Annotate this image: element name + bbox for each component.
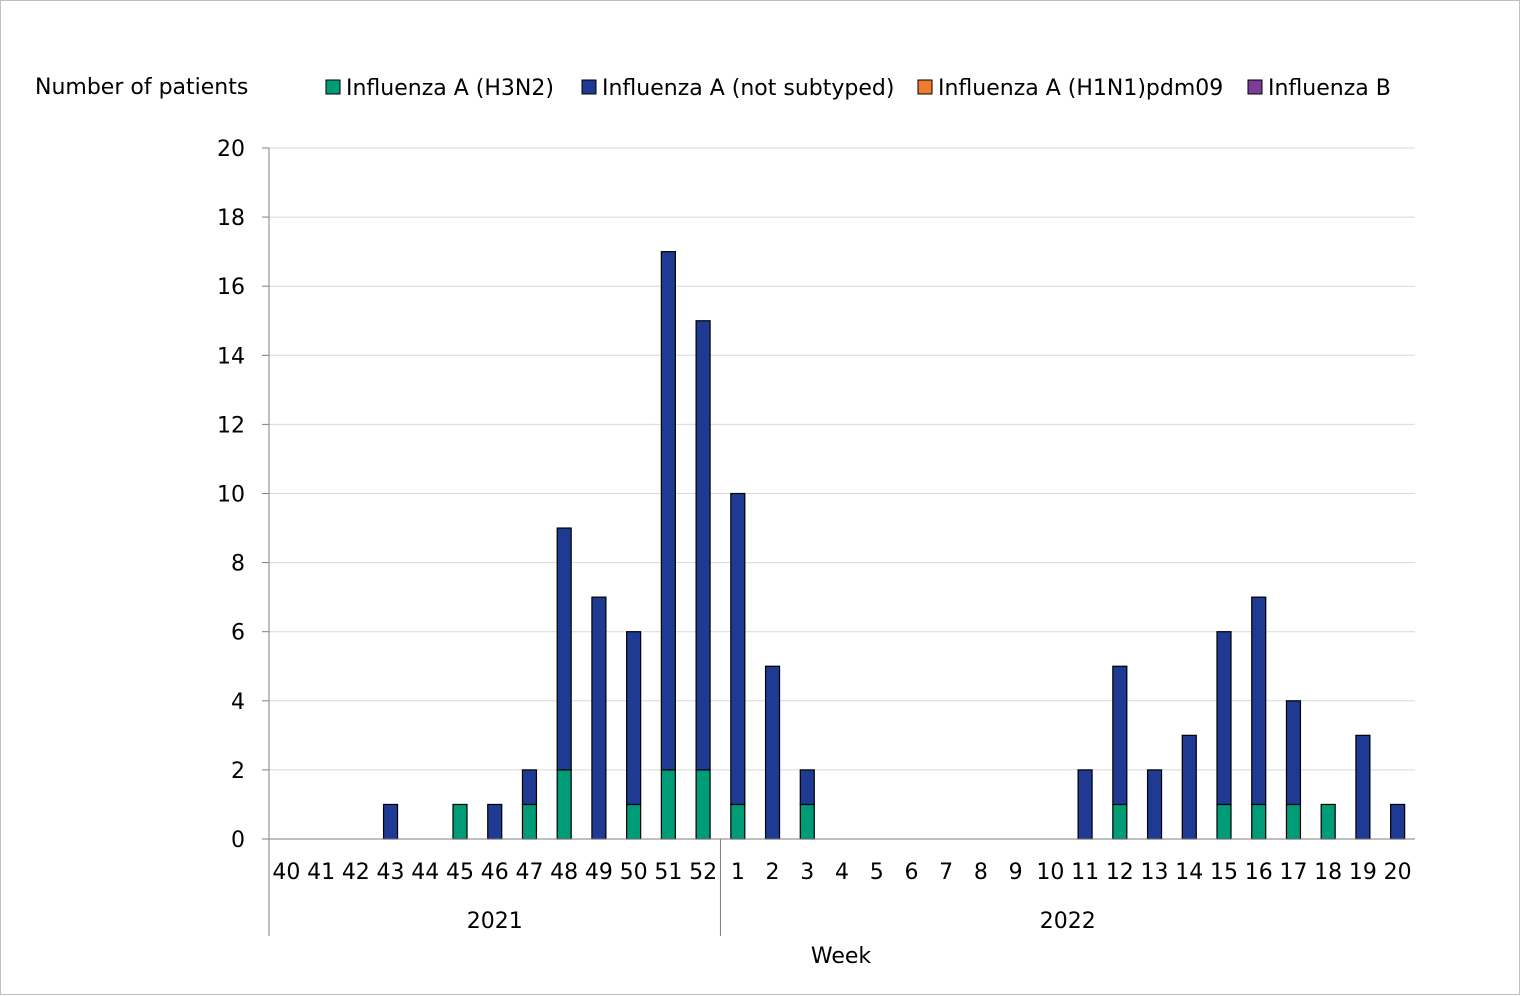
bar-segment bbox=[556, 769, 572, 840]
y-tick-label: 8 bbox=[231, 552, 245, 577]
x-tick-label: 10 bbox=[1036, 860, 1064, 885]
bar-segment bbox=[626, 803, 642, 840]
axes bbox=[268, 148, 1415, 936]
bar-segment bbox=[521, 803, 538, 840]
legend-swatch bbox=[1247, 79, 1263, 95]
x-tick-label: 47 bbox=[515, 860, 543, 885]
x-tick-label: 9 bbox=[1009, 860, 1023, 885]
bar-segment bbox=[1112, 665, 1128, 806]
bar-segment bbox=[1355, 734, 1371, 840]
legend-label: Influenza B bbox=[1268, 76, 1391, 101]
x-tick-label: 46 bbox=[481, 860, 509, 885]
y-axis-label: Number of patients bbox=[35, 75, 248, 100]
bar-segment bbox=[1285, 700, 1302, 806]
x-tick-label: 2 bbox=[766, 860, 780, 885]
bar-segment bbox=[730, 492, 746, 806]
x-tick-label: 43 bbox=[377, 860, 405, 885]
bar-segment bbox=[487, 803, 503, 840]
x-tick-label: 6 bbox=[904, 860, 918, 885]
x-tick-label: 16 bbox=[1245, 860, 1273, 885]
bar-segment bbox=[556, 527, 572, 771]
x-tick-label: 51 bbox=[654, 860, 682, 885]
bar-segment bbox=[1146, 769, 1163, 840]
x-axis-label: Week bbox=[811, 944, 872, 969]
bar-segment bbox=[1320, 803, 1336, 840]
x-tick-label: 48 bbox=[550, 860, 578, 885]
x-tick-label: 1 bbox=[731, 860, 745, 885]
y-tick-label: 2 bbox=[231, 759, 245, 784]
y-axis-ticks: 0 2 4 6 8 10 12 14 16 18 20 bbox=[217, 137, 269, 853]
y-tick-label: 6 bbox=[231, 621, 245, 646]
x-tick-label: 8 bbox=[974, 860, 988, 885]
bar-segment bbox=[799, 803, 815, 840]
x-tick-label: 40 bbox=[272, 860, 300, 885]
legend: Influenza A (H3N2) Influenza A (not subty… bbox=[325, 76, 1391, 101]
y-tick-label: 18 bbox=[217, 206, 245, 231]
legend-label: Influenza A (not subtyped) bbox=[602, 76, 894, 101]
y-tick-label: 14 bbox=[217, 344, 245, 369]
x-tick-label: 13 bbox=[1141, 860, 1169, 885]
bar-segment bbox=[730, 803, 746, 840]
y-tick-label: 16 bbox=[217, 275, 245, 300]
bar-segment bbox=[521, 769, 538, 806]
bar-segment bbox=[1181, 734, 1197, 840]
x-tick-label: 17 bbox=[1279, 860, 1307, 885]
bar-segment bbox=[382, 803, 399, 840]
gridlines bbox=[269, 147, 1415, 771]
x-axis-ticks: 40 41 42 43 44 45 46 47 48 49 50 51 52 1 2 3 4 5 6 7 8 9 10 11 1… bbox=[272, 860, 1411, 885]
y-tick-label: 0 bbox=[231, 828, 245, 853]
bars bbox=[382, 251, 1406, 840]
y-tick-label: 20 bbox=[217, 137, 245, 162]
y-tick-label: 4 bbox=[231, 690, 245, 715]
x-tick-label: 49 bbox=[585, 860, 613, 885]
bar-segment bbox=[1112, 803, 1128, 840]
bar-segment bbox=[1390, 803, 1406, 840]
x-tick-label: 42 bbox=[342, 860, 370, 885]
bar-segment bbox=[626, 631, 642, 806]
x-tick-label: 45 bbox=[446, 860, 474, 885]
y-tick-label: 12 bbox=[217, 413, 245, 438]
x-tick-label: 4 bbox=[835, 860, 849, 885]
bar-segment bbox=[1285, 803, 1302, 840]
bar-segment bbox=[1251, 596, 1267, 806]
x-tick-label: 11 bbox=[1071, 860, 1099, 885]
x-tick-label: 12 bbox=[1106, 860, 1134, 885]
x-tick-label: 3 bbox=[800, 860, 814, 885]
x-tick-label: 7 bbox=[939, 860, 953, 885]
bar-segment bbox=[660, 251, 676, 771]
bar-segment bbox=[591, 596, 607, 840]
legend-label: Influenza A (H1N1)pdm09 bbox=[938, 76, 1223, 101]
year-label: 2021 bbox=[467, 909, 523, 934]
bar-segment bbox=[1251, 803, 1267, 840]
bar-segment bbox=[660, 769, 676, 840]
x-tick-label: 52 bbox=[689, 860, 717, 885]
legend-label: Influenza A (H3N2) bbox=[346, 76, 554, 101]
y-tick-label: 10 bbox=[217, 483, 245, 508]
legend-swatch bbox=[325, 79, 341, 95]
x-tick-label: 44 bbox=[411, 860, 439, 885]
year-labels: 2021 2022 bbox=[467, 839, 1096, 936]
x-tick-label: 18 bbox=[1314, 860, 1342, 885]
x-tick-label: 20 bbox=[1384, 860, 1412, 885]
legend-swatch bbox=[581, 79, 597, 95]
legend-swatch bbox=[917, 79, 933, 95]
x-tick-label: 5 bbox=[870, 860, 884, 885]
bar-segment bbox=[1216, 803, 1232, 840]
bar-segment bbox=[695, 320, 711, 771]
x-tick-label: 19 bbox=[1349, 860, 1377, 885]
bar-segment bbox=[799, 769, 815, 806]
x-tick-label: 41 bbox=[307, 860, 335, 885]
x-tick-label: 50 bbox=[620, 860, 648, 885]
year-label: 2022 bbox=[1040, 909, 1096, 934]
bar-segment bbox=[452, 803, 468, 840]
bar-segment bbox=[1077, 769, 1093, 840]
bar-segment bbox=[1216, 631, 1232, 806]
bar-segment bbox=[695, 769, 711, 840]
bar-segment bbox=[764, 665, 781, 840]
x-tick-label: 14 bbox=[1175, 860, 1203, 885]
x-tick-label: 15 bbox=[1210, 860, 1238, 885]
